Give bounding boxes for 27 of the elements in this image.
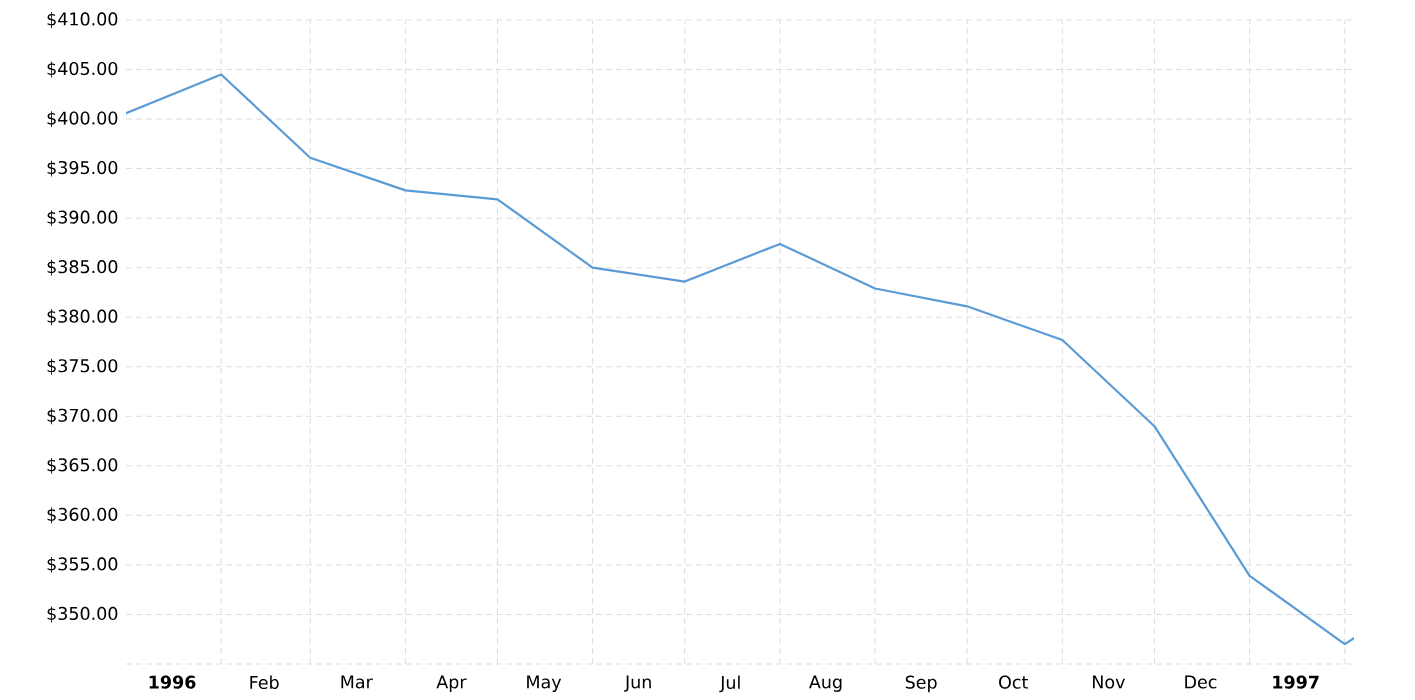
- x-tick-label: 1997: [1273, 675, 1319, 689]
- x-tick-label: Jun: [624, 675, 651, 692]
- y-tick-label: $390.00: [47, 210, 118, 227]
- y-tick-label: $355.00: [47, 556, 118, 573]
- y-tick-label: $395.00: [47, 160, 118, 177]
- x-tick-label: Apr: [436, 675, 467, 692]
- x-tick-label: Jul: [719, 675, 740, 693]
- y-tick-label: $370.00: [47, 408, 118, 425]
- y-tick-label: $380.00: [47, 309, 118, 326]
- y-tick-label: $365.00: [47, 457, 118, 474]
- y-tick-label: $400.00: [47, 111, 118, 127]
- x-tick-label: Sep: [905, 675, 937, 693]
- line-series: [126, 73, 1354, 646]
- y-tick-label: $405.00: [47, 61, 118, 78]
- x-tick-label: Dec: [1185, 675, 1217, 689]
- y-tick-label: $360.00: [47, 507, 118, 524]
- x-tick-label: Feb: [250, 675, 279, 690]
- x-tick-label: Nov: [1093, 675, 1125, 689]
- y-tick-label: $350.00: [47, 606, 118, 623]
- y-tick-label: $375.00: [47, 358, 118, 375]
- x-tick-label: Oct: [999, 675, 1028, 689]
- x-tick-label: 1996: [149, 675, 196, 689]
- y-tick-label: $410.00: [47, 12, 118, 28]
- x-tick-label: Aug: [809, 675, 842, 692]
- x-tick-label: May: [527, 675, 562, 692]
- y-tick-label: $385.00: [47, 259, 118, 276]
- x-tick-label: Mar: [341, 675, 373, 689]
